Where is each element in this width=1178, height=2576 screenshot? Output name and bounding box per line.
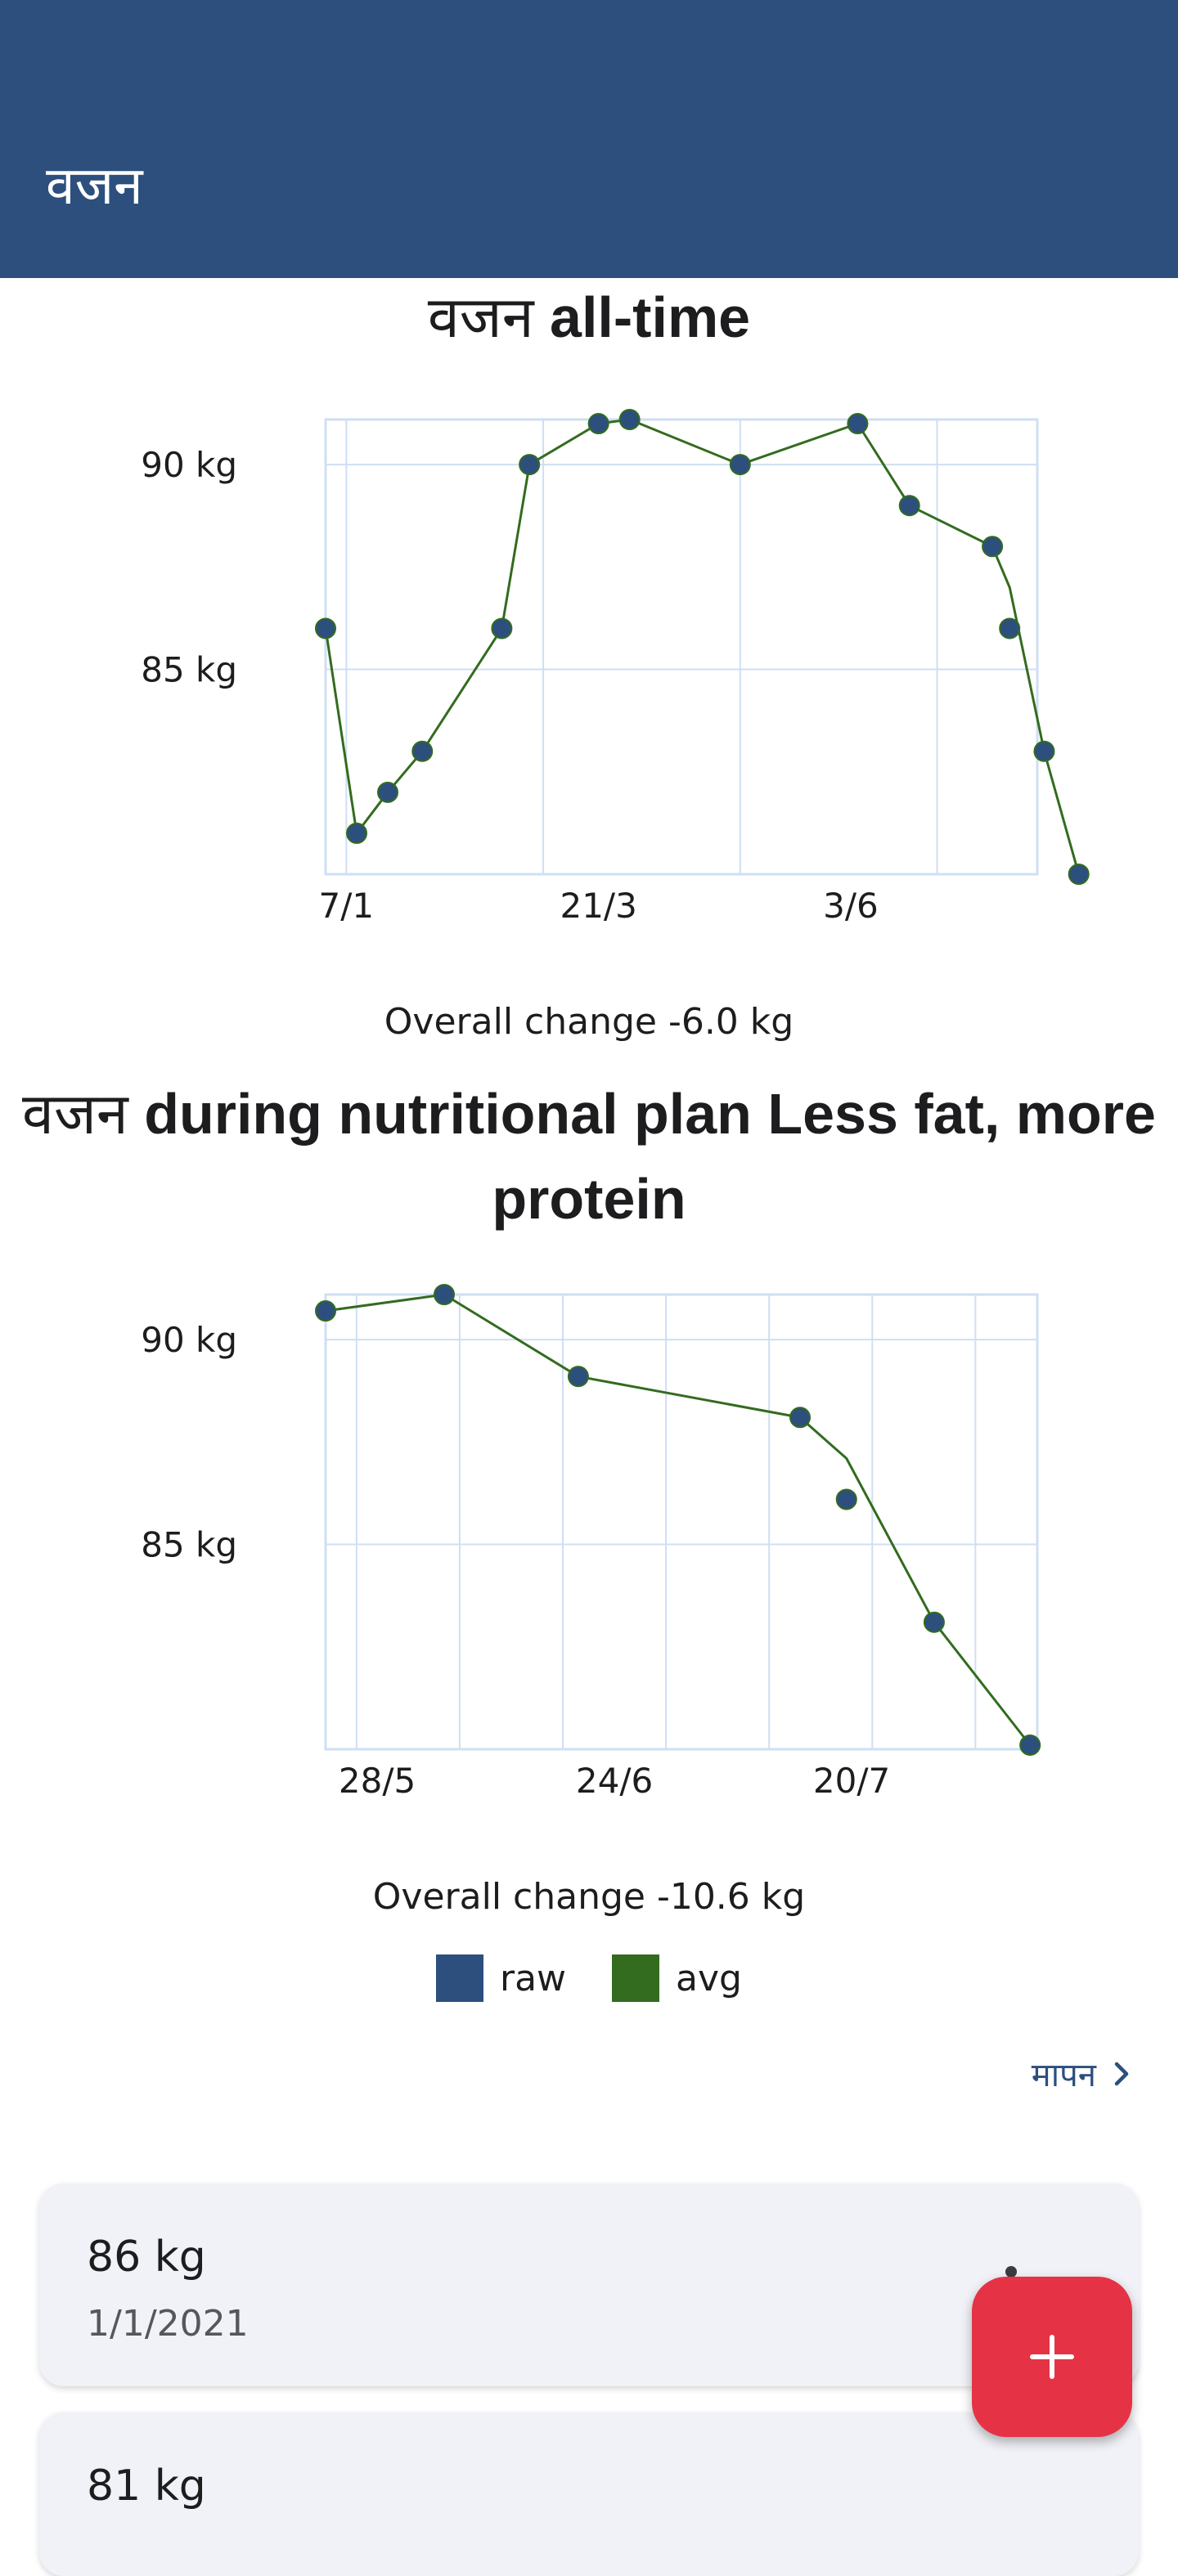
x-tick-label: 24/6 [576,1761,653,1801]
overall-change-plan: Overall change -10.6 kg [372,1876,806,1918]
raw-data-point [789,1407,811,1429]
plot-frame [324,1293,1039,1751]
raw-data-point [999,617,1021,640]
chart-title-rest: all-time [533,285,751,349]
chart-plan: 90 kg 85 kg 28/5 24/6 20/7 [141,1284,1041,1801]
x-tick-label: 21/3 [560,886,636,926]
plot-frame [324,418,1039,876]
page-title: वजन [46,156,143,217]
y-tick-label: 90 kg [141,1320,237,1360]
raw-data-point [923,1611,945,1633]
chevron-right-icon [1114,2062,1129,2085]
chart-title-metric: वजन [22,1080,128,1147]
x-tick-label: 28/5 [339,1761,416,1801]
raw-data-point [898,495,920,517]
more-vertical-icon[interactable] [1005,2265,1018,2278]
raw-data-point [835,1488,857,1510]
chart-title-plan: वजन during nutritional plan Less fat, mo… [0,1071,1178,1241]
x-tick-label: 7/1 [319,886,375,926]
legend-label-raw: raw [500,1957,567,1999]
chart-title-all-time: वजन all-time [0,275,1178,360]
entry-date: 1/1/2021 [87,2303,249,2345]
x-tick-label: 20/7 [813,1761,890,1801]
app-bar: वजन [0,0,1178,278]
legend-swatch-raw [436,1954,483,2002]
overall-change-all-time: Overall change -6.0 kg [384,1001,794,1043]
legend-item-avg: avg [612,1954,742,2002]
raw-data-point [567,1366,589,1388]
raw-data-point [587,413,609,435]
raw-data-point [618,409,641,430]
measurements-link-label: मापन [1031,2057,1096,2094]
raw-data-point [434,1284,455,1305]
add-entry-button[interactable] [972,2277,1132,2437]
entry-card[interactable]: 81 kg [39,2412,1139,2576]
y-tick-label: 90 kg [141,445,237,485]
chart-title-metric: वजन [427,284,534,351]
raw-data-point [1019,1734,1041,1756]
raw-data-point [377,781,399,803]
raw-data-point [729,454,751,476]
entry-value: 86 kg [87,2233,206,2282]
measurements-link[interactable]: मापन [1032,2051,1132,2096]
raw-data-point [411,740,434,762]
chart-all-time: 90 kg 85 kg 7/1 21/3 3/6 [141,409,1090,926]
chart-legend: raw avg [0,1954,1178,2002]
avg-series-line [324,418,1081,875]
legend-swatch-avg [612,1954,660,2002]
legend-label-avg: avg [676,1957,742,1999]
avg-series-line [325,1293,1032,1746]
raw-data-point [847,413,869,435]
raw-data-point [982,536,1004,558]
raw-data-point [346,822,368,844]
x-tick-label: 3/6 [823,886,879,926]
raw-data-point [315,617,336,640]
chart-title-rest: during nutritional plan Less fat, more p… [128,1082,1156,1231]
raw-data-point [491,617,513,640]
raw-data-point [1068,864,1090,885]
plus-icon [1030,2335,1074,2379]
entry-value: 81 kg [87,2462,206,2511]
raw-data-point [1033,740,1055,762]
raw-data-point [519,454,541,476]
legend-item-raw: raw [436,1954,566,2002]
entry-card[interactable]: 86 kg 1/1/2021 [39,2183,1139,2386]
raw-data-point [315,1300,336,1322]
y-tick-label: 85 kg [141,1525,237,1565]
y-tick-label: 85 kg [141,650,237,690]
